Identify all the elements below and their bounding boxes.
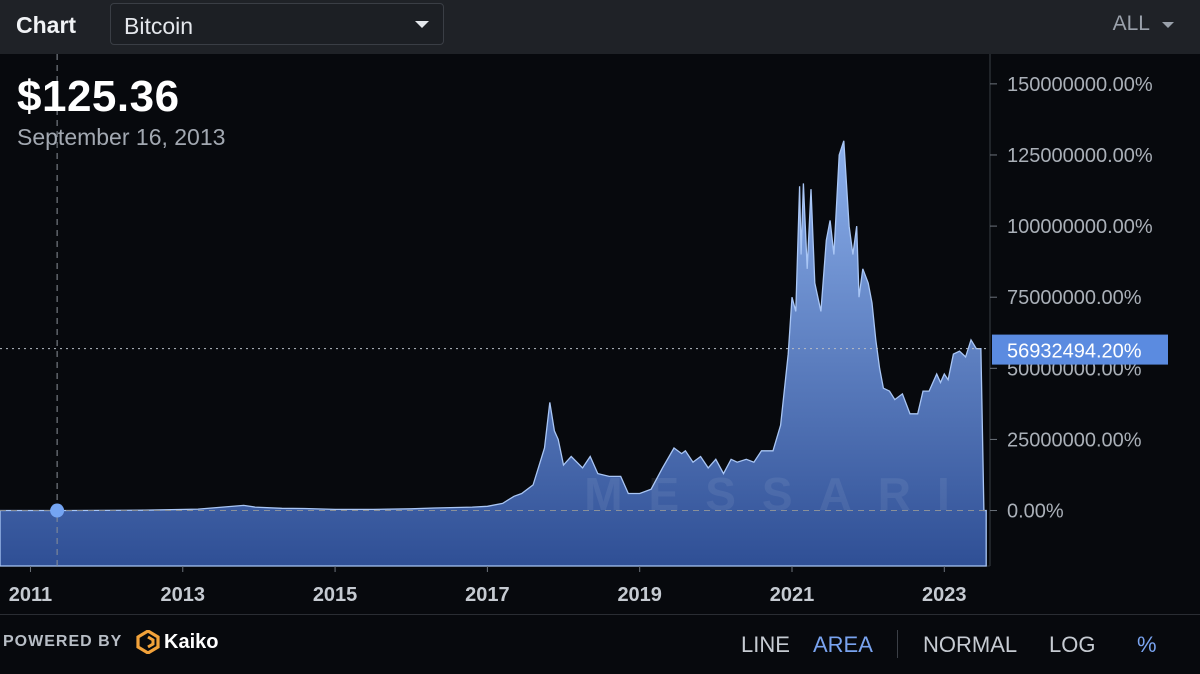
page-title: Chart (16, 12, 77, 38)
price-chart[interactable]: MESSARI 150000000.00% 125000000.00% 100000… (0, 54, 1200, 614)
kaiko-logo-icon (136, 630, 160, 654)
x-tick-label: 2013 (161, 584, 206, 606)
x-tick-label: 2019 (617, 584, 662, 606)
range-select[interactable]: ALL (1113, 12, 1174, 40)
range-select-value: ALL (1112, 12, 1150, 35)
y-tick-label: 125000000.00% (1007, 145, 1153, 167)
y-tick-label: 150000000.00% (1007, 74, 1153, 96)
watermark-text: MESSARI (584, 468, 976, 520)
x-tick-label: 2015 (313, 584, 358, 606)
x-tick-label: 2021 (770, 584, 815, 606)
footer-divider (0, 614, 1200, 615)
price-readout: $125.36 (17, 72, 180, 121)
chevron-down-icon (415, 21, 429, 28)
top-bar: Chart Bitcoin ALL (0, 0, 1200, 54)
mode-divider (897, 630, 898, 658)
x-tick-label: 2011 (9, 584, 52, 606)
scale-normal-button[interactable]: NORMAL (923, 632, 1018, 657)
y-tick-label: 25000000.00% (1007, 429, 1142, 451)
date-readout: September 16, 2013 (17, 124, 226, 150)
asset-select[interactable]: Bitcoin (110, 3, 444, 45)
x-tick-label: 2017 (465, 584, 510, 606)
y-tick-label: 0.00% (1007, 501, 1064, 523)
mode-area-button[interactable]: AREA (813, 632, 873, 657)
scale-percent-button[interactable]: % (1137, 632, 1157, 657)
mode-line-button[interactable]: LINE (741, 632, 790, 657)
y-tick-label: 100000000.00% (1007, 216, 1153, 238)
area-series (0, 140, 987, 567)
current-value-badge (992, 334, 1168, 365)
powered-by-label: POWERED BY (3, 633, 123, 650)
current-value-label: 56932494.20% (1007, 341, 1142, 363)
chevron-down-icon (1162, 22, 1174, 28)
x-tick-label: 2023 (922, 584, 967, 606)
scale-log-button[interactable]: LOG (1049, 632, 1096, 657)
y-tick-label: 75000000.00% (1007, 287, 1142, 309)
crosshair-marker (50, 503, 65, 518)
asset-select-value: Bitcoin (124, 13, 194, 39)
provider-name: Kaiko (164, 631, 219, 653)
